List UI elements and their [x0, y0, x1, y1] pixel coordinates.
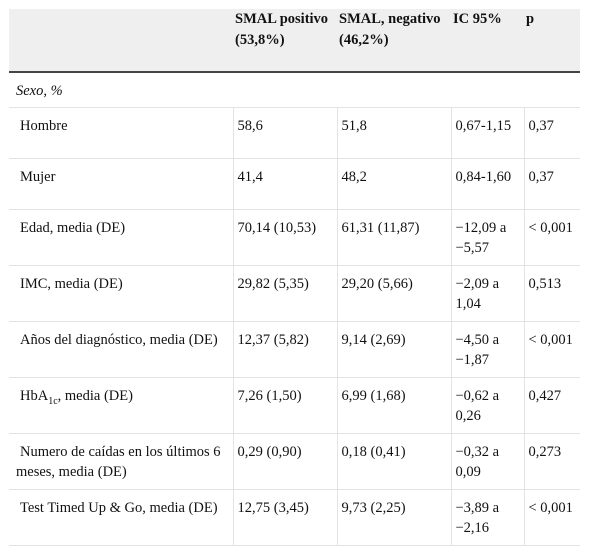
cell-ci95: −3,89 a −2,16	[450, 489, 524, 546]
table-body: Sexo, % Hombre 58,6 51,8 0,67-1,15 0,37 …	[9, 72, 580, 546]
cell-ci95: −2,09 a 1,04	[450, 265, 524, 322]
cell-smal-positive: 0,29 (0,90)	[232, 433, 337, 490]
cell-p: < 0,001	[523, 209, 580, 266]
cell-smal-negative: 48,2	[336, 158, 451, 210]
cell-p: 0,37	[523, 107, 580, 159]
cell-ci95: −0,62 a 0,26	[450, 377, 524, 434]
cell-p: 0,427	[523, 377, 580, 434]
header-p: p	[524, 9, 580, 73]
cell-smal-positive: 12,75 (3,45)	[232, 489, 337, 546]
table-header: SMAL positivo (53,8%) SMAL, negativo (46…	[9, 9, 580, 73]
row-label: Hombre	[9, 107, 233, 159]
section-row-sexo: Sexo, %	[9, 72, 580, 108]
cell-p: 0,273	[523, 433, 580, 490]
section-label: Sexo, %	[9, 72, 580, 108]
header-smal-positive: SMAL positivo (53,8%)	[233, 9, 337, 73]
table-row: IMC, media (DE) 29,82 (5,35) 29,20 (5,66…	[9, 265, 580, 322]
header-variable	[9, 9, 233, 73]
cell-smal-negative: 51,8	[336, 107, 451, 159]
cell-smal-positive: 58,6	[232, 107, 337, 159]
cell-smal-negative: 6,99 (1,68)	[336, 377, 451, 434]
cell-smal-positive: 41,4	[232, 158, 337, 210]
table-row: Numero de caídas en los últimos 6 meses,…	[9, 433, 580, 490]
cell-ci95: 0,84-1,60	[450, 158, 524, 210]
cell-ci95: −0,32 a 0,09	[450, 433, 524, 490]
row-label-text: IMC, media (DE)	[20, 275, 123, 292]
cell-ci95: −12,09 a −5,57	[450, 209, 524, 266]
cell-smal-negative: 29,20 (5,66)	[336, 265, 451, 322]
cell-smal-negative: 9,14 (2,69)	[336, 321, 451, 378]
header-row: SMAL positivo (53,8%) SMAL, negativo (46…	[9, 9, 580, 73]
cell-smal-positive: 29,82 (5,35)	[232, 265, 337, 322]
cell-smal-positive: 7,26 (1,50)	[232, 377, 337, 434]
row-label-text: Test Timed Up & Go, media (DE)	[20, 499, 218, 516]
cell-p: 0,37	[523, 158, 580, 210]
row-label: Test Timed Up & Go, media (DE)	[9, 489, 233, 546]
row-label-rest: , media (DE)	[57, 387, 133, 404]
row-label-text: Hombre	[20, 117, 68, 134]
cell-p: 0,513	[523, 265, 580, 322]
row-label-text: Numero de caídas en los últimos 6 meses,…	[16, 443, 221, 481]
row-label: Edad, media (DE)	[9, 209, 233, 266]
row-label: Numero de caídas en los últimos 6 meses,…	[9, 433, 233, 490]
header-ci95: IC 95%	[451, 9, 524, 73]
cell-smal-positive: 70,14 (10,53)	[232, 209, 337, 266]
cell-p: < 0,001	[523, 489, 580, 546]
table-row: Mujer 41,4 48,2 0,84-1,60 0,37	[9, 158, 580, 210]
table-row: Años del diagnóstico, media (DE) 12,37 (…	[9, 321, 580, 378]
table-row: HbA1c, media (DE) 7,26 (1,50) 6,99 (1,68…	[9, 377, 580, 434]
cell-smal-negative: 9,73 (2,25)	[336, 489, 451, 546]
table-row: Edad, media (DE) 70,14 (10,53) 61,31 (11…	[9, 209, 580, 266]
results-table: SMAL positivo (53,8%) SMAL, negativo (46…	[9, 9, 580, 546]
header-smal-negative: SMAL, negativo (46,2%)	[337, 9, 451, 73]
row-label-main: HbA	[20, 387, 49, 404]
row-label-text: Mujer	[20, 168, 56, 185]
row-label: Mujer	[9, 158, 233, 210]
cell-smal-negative: 0,18 (0,41)	[336, 433, 451, 490]
cell-smal-negative: 61,31 (11,87)	[336, 209, 451, 266]
table-row: Test Timed Up & Go, media (DE) 12,75 (3,…	[9, 489, 580, 546]
cell-p: < 0,001	[523, 321, 580, 378]
cell-ci95: 0,67-1,15	[450, 107, 524, 159]
cell-ci95: −4,50 a −1,87	[450, 321, 524, 378]
row-label-subscript: 1c	[48, 395, 58, 407]
row-label: HbA1c, media (DE)	[9, 377, 233, 434]
row-label-text: Edad, media (DE)	[20, 219, 126, 236]
row-label: IMC, media (DE)	[9, 265, 233, 322]
table-row: Hombre 58,6 51,8 0,67-1,15 0,37	[9, 107, 580, 159]
row-label: Años del diagnóstico, media (DE)	[9, 321, 233, 378]
row-label-text: Años del diagnóstico, media (DE)	[20, 331, 218, 348]
cell-smal-positive: 12,37 (5,82)	[232, 321, 337, 378]
